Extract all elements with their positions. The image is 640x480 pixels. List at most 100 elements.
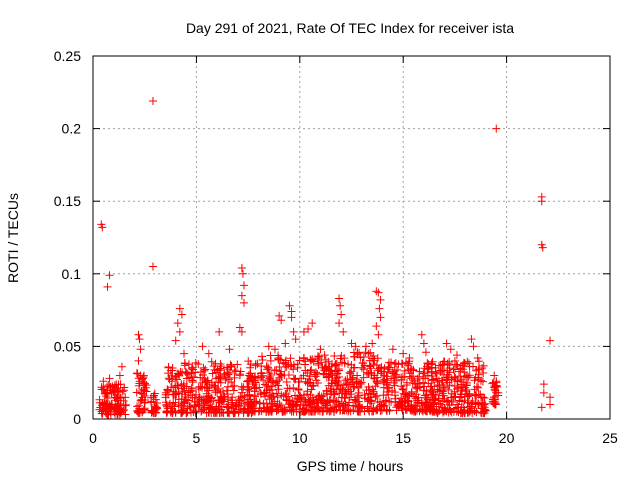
data-point (314, 354, 323, 363)
data-point (180, 361, 189, 370)
data-point (115, 371, 124, 380)
data-point (474, 365, 483, 374)
data-point (367, 369, 376, 378)
data-point (308, 403, 317, 412)
data-point (266, 356, 275, 365)
data-point (371, 382, 380, 391)
data-point (210, 381, 219, 390)
data-point (538, 243, 547, 252)
data-point (376, 295, 385, 304)
data-point (259, 404, 268, 413)
data-point (457, 390, 466, 399)
data-point (223, 390, 232, 399)
data-point (196, 367, 205, 376)
data-point (168, 364, 177, 373)
data-point (168, 407, 177, 416)
data-point (258, 355, 267, 364)
data-point (102, 409, 111, 418)
data-point (134, 330, 143, 339)
data-point (111, 403, 120, 412)
data-point (204, 391, 213, 400)
data-point (246, 402, 255, 411)
data-point (459, 378, 468, 387)
data-point (169, 398, 178, 407)
data-point (339, 327, 348, 336)
data-point (445, 400, 454, 409)
data-point (201, 365, 210, 374)
x-tick-label: 0 (89, 430, 97, 446)
data-point (492, 377, 501, 386)
data-point (393, 365, 402, 374)
data-point (216, 388, 225, 397)
data-point (321, 355, 330, 364)
data-point (206, 403, 215, 412)
data-point (231, 401, 240, 410)
data-point (368, 354, 377, 363)
data-point (355, 402, 364, 411)
data-point (452, 351, 461, 360)
data-point (211, 408, 220, 417)
data-point (235, 323, 244, 332)
data-point (167, 406, 176, 415)
data-point (331, 360, 340, 369)
data-point (118, 387, 127, 396)
data-point (392, 376, 401, 385)
data-point (341, 376, 350, 385)
data-point (141, 396, 150, 405)
data-point (178, 368, 187, 377)
data-point (228, 382, 237, 391)
data-point (139, 378, 148, 387)
data-point (387, 358, 396, 367)
data-point (313, 398, 322, 407)
data-point (291, 335, 300, 344)
data-point (347, 339, 356, 348)
data-point (417, 330, 426, 339)
data-point (246, 372, 255, 381)
data-point (222, 402, 231, 411)
data-point (234, 395, 243, 404)
data-point (298, 404, 307, 413)
data-point (443, 378, 452, 387)
x-tick-label: 15 (395, 430, 411, 446)
data-point (460, 367, 469, 376)
data-point (294, 385, 303, 394)
data-point (289, 327, 298, 336)
data-point (388, 345, 397, 354)
data-point (281, 339, 290, 348)
y-tick-label: 0.25 (54, 48, 81, 64)
data-point (323, 389, 332, 398)
y-tick-label: 0.2 (62, 121, 82, 137)
data-point (275, 373, 284, 382)
data-point (234, 408, 243, 417)
y-tick-label: 0.15 (54, 193, 81, 209)
data-point (105, 374, 114, 383)
data-point (347, 390, 356, 399)
data-point (315, 352, 324, 361)
data-point (113, 385, 122, 394)
data-point (162, 388, 171, 397)
data-point (135, 335, 144, 344)
data-point (183, 404, 192, 413)
data-point (186, 391, 195, 400)
data-point (120, 405, 129, 414)
data-point (432, 369, 441, 378)
data-point (297, 374, 306, 383)
data-point (165, 399, 174, 408)
data-point (433, 385, 442, 394)
data-point (400, 366, 409, 375)
data-point (295, 377, 304, 386)
data-point (394, 360, 403, 369)
data-point (403, 391, 412, 400)
data-point (402, 358, 411, 367)
data-point (539, 380, 548, 389)
data-point (474, 400, 483, 409)
data-point (399, 385, 408, 394)
data-point (453, 376, 462, 385)
data-point (462, 373, 471, 382)
data-point (430, 395, 439, 404)
data-point (379, 401, 388, 410)
data-point (230, 373, 239, 382)
data-point (357, 363, 366, 372)
data-point (222, 386, 231, 395)
data-point (321, 399, 330, 408)
